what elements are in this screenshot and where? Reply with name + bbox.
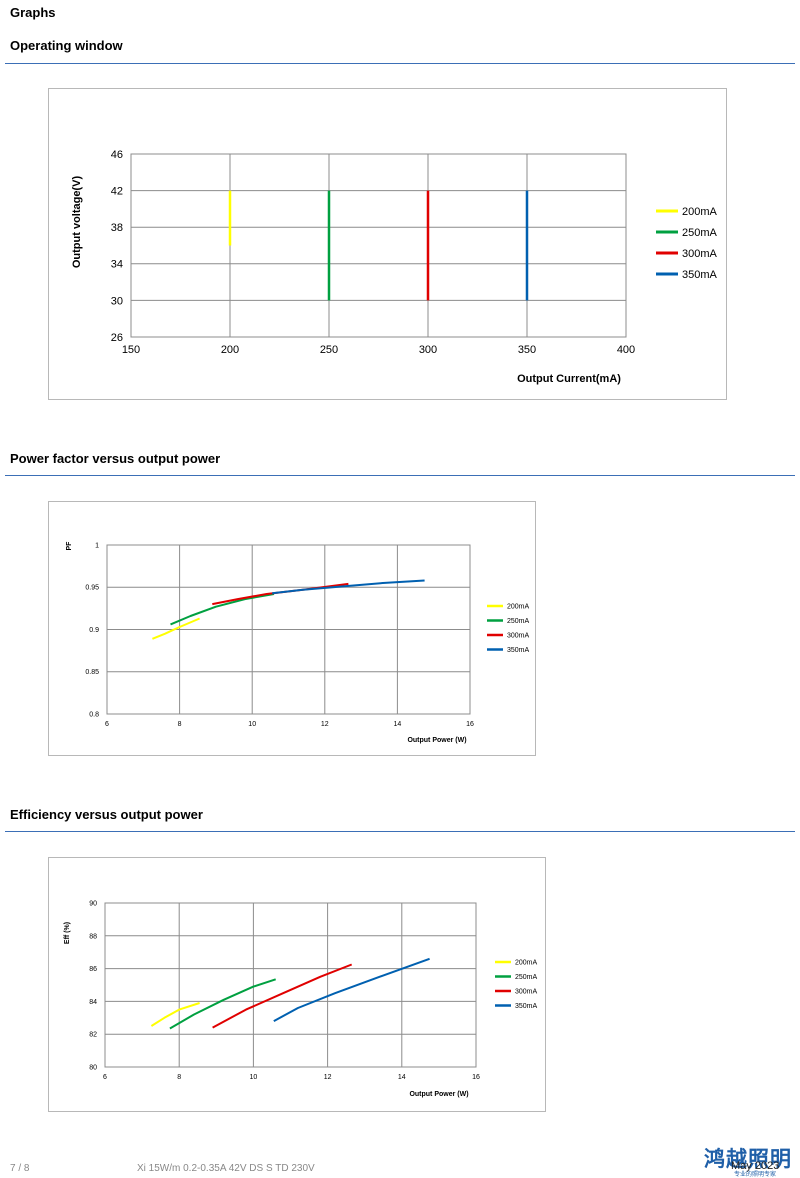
company-logo-subtext: 专业的照明专家	[734, 1172, 777, 1178]
legend-label-300mA: 300mA	[682, 248, 718, 260]
y-tick-label: 86	[89, 966, 97, 973]
page-title: Graphs	[10, 5, 56, 20]
legend-label-200mA: 200mA	[682, 206, 718, 218]
y-axis-title: PF	[66, 541, 73, 551]
y-tick-label: 1	[95, 542, 99, 549]
y-tick-label: 0.85	[85, 669, 99, 676]
x-tick-label: 6	[105, 721, 109, 728]
footer-page-number: 7 / 8	[10, 1163, 30, 1174]
y-tick-label: 0.9	[89, 627, 99, 634]
y-tick-label: 42	[111, 185, 123, 197]
section-heading-operating-window: Operating window	[10, 38, 123, 53]
company-logo: 鸿越照明	[704, 1147, 792, 1171]
y-tick-label: 34	[111, 259, 123, 271]
legend-label-300mA: 300mA	[507, 632, 530, 639]
x-tick-label: 200	[221, 344, 239, 356]
y-tick-label: 46	[111, 149, 123, 161]
efficiency-chart-frame: 80 82 84 86 88 90 6 8 10 12 14 16 Output Power (W) Ef…	[48, 857, 546, 1112]
y-axis-title: Output voltage(V)	[71, 176, 83, 269]
plot-area	[104, 902, 477, 1068]
x-tick-label: 250	[320, 344, 338, 356]
x-tick-label: 10	[248, 721, 256, 728]
footer-date: May 2023	[731, 1160, 780, 1172]
y-axis-title: Eff (%)	[64, 922, 71, 944]
section-divider	[5, 475, 795, 476]
section-divider	[5, 63, 795, 64]
legend-label-250mA: 250mA	[682, 227, 718, 239]
legend-label-200mA: 200mA	[515, 959, 538, 966]
section-divider	[5, 831, 795, 832]
series-line-250mA	[170, 593, 275, 626]
series-line-350mA	[273, 957, 430, 1022]
y-tick-label: 26	[111, 332, 123, 344]
operating-window-chart: 26 30 34 38 42 46 150 200 250 300 350 400 Output Cur…	[71, 149, 718, 385]
y-tick-label: 0.95	[85, 585, 99, 592]
footer-document-name: Xi 15W/m 0.2-0.35A 42V DS S TD 230V	[137, 1163, 315, 1174]
section-heading-power-factor: Power factor versus output power	[10, 451, 221, 466]
x-tick-label: 16	[472, 1074, 480, 1081]
y-tick-label: 80	[89, 1064, 97, 1071]
series-line-250mA	[169, 978, 277, 1030]
legend-label-350mA: 350mA	[507, 647, 530, 654]
series-line-350mA	[272, 579, 425, 595]
y-tick-label: 84	[89, 999, 97, 1006]
x-tick-label: 150	[122, 344, 140, 356]
x-tick-label: 8	[177, 1074, 181, 1081]
efficiency-chart: 80 82 84 86 88 90 6 8 10 12 14 16 Output Power (W) Ef…	[64, 900, 538, 1098]
y-tick-label: 88	[89, 933, 97, 940]
x-axis-title: Output Power (W)	[407, 737, 466, 744]
legend-label-250mA: 250mA	[507, 618, 530, 625]
x-axis-title: Output Power (W)	[409, 1091, 468, 1098]
y-tick-label: 82	[89, 1032, 97, 1039]
series-line-200mA	[150, 1002, 200, 1027]
section-heading-efficiency: Efficiency versus output power	[10, 807, 203, 822]
x-tick-label: 6	[103, 1074, 107, 1081]
legend-label-300mA: 300mA	[515, 988, 538, 995]
x-tick-label: 14	[394, 721, 402, 728]
legend-label-250mA: 250mA	[515, 974, 538, 981]
y-tick-label: 90	[89, 900, 97, 907]
y-tick-label: 38	[111, 222, 123, 234]
x-tick-label: 350	[518, 344, 536, 356]
x-tick-label: 12	[324, 1074, 332, 1081]
x-tick-label: 16	[466, 721, 474, 728]
plot-area	[130, 153, 627, 338]
x-tick-label: 10	[250, 1074, 258, 1081]
y-tick-label: 0.8	[89, 711, 99, 718]
legend-label-350mA: 350mA	[515, 1003, 538, 1010]
x-tick-label: 400	[617, 344, 635, 356]
legend-label-200mA: 200mA	[507, 603, 530, 610]
x-tick-label: 14	[398, 1074, 406, 1081]
y-tick-label: 30	[111, 295, 123, 307]
x-tick-label: 12	[321, 721, 329, 728]
series-line-200mA	[152, 617, 200, 640]
power-factor-chart-frame: 0.8 0.85 0.9 0.95 1 6 8 10 12 14 16 Output Power (W…	[48, 501, 536, 756]
x-tick-label: 8	[178, 721, 182, 728]
legend-label-350mA: 350mA	[682, 269, 718, 281]
series-line-300mA	[212, 963, 353, 1029]
x-axis-title: Output Current(mA)	[517, 373, 621, 385]
operating-window-chart-frame: 26 30 34 38 42 46 150 200 250 300 350 400 Output Cur…	[48, 88, 727, 400]
x-tick-label: 300	[419, 344, 437, 356]
